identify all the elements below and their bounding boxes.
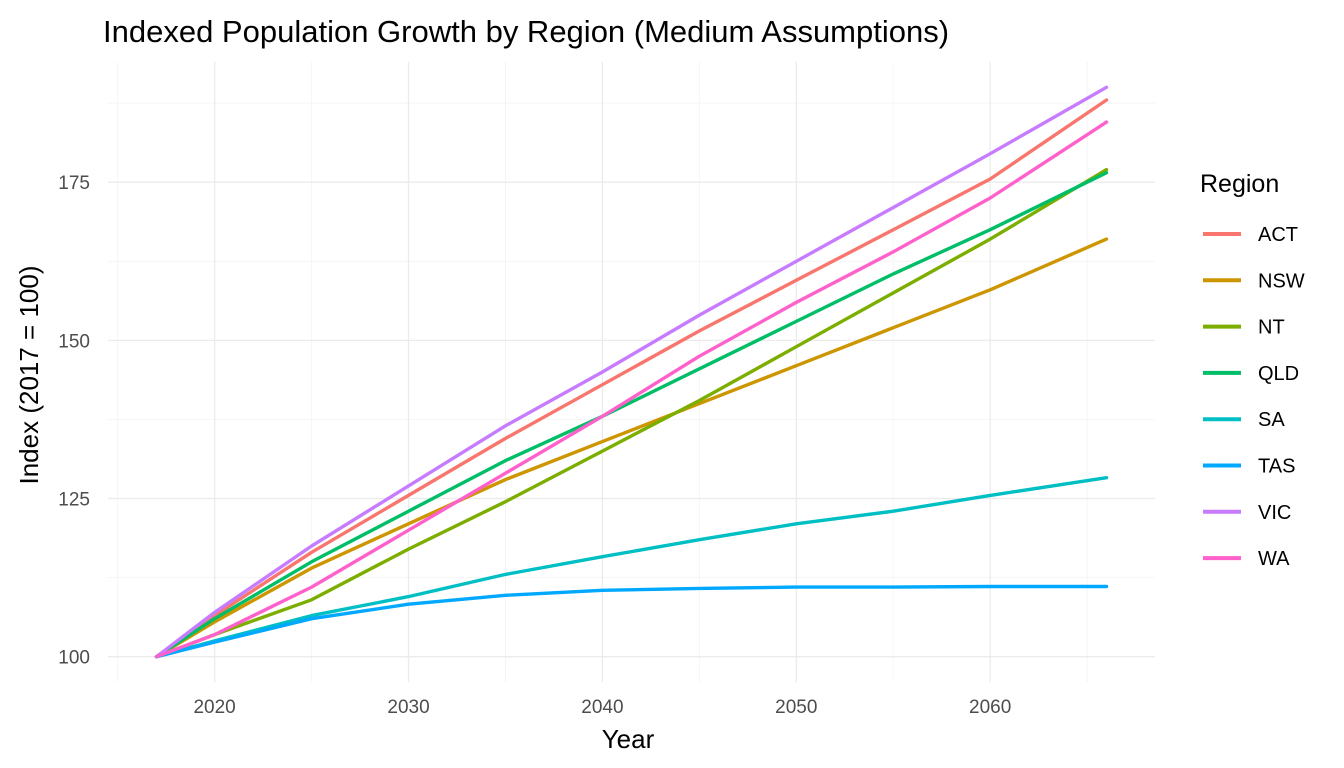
series-line-act <box>154 98 1109 659</box>
x-tick-label: 2050 <box>775 697 817 718</box>
legend-label-tas: TAS <box>1258 456 1295 478</box>
legend-label-vic: VIC <box>1258 502 1291 524</box>
series-line-qld <box>154 170 1109 659</box>
legend-label-sa: SA <box>1258 409 1285 431</box>
y-tick-label: 175 <box>58 173 90 194</box>
legend-label-wa: WA <box>1258 548 1290 570</box>
series-line-tas <box>154 584 1109 659</box>
x-tick-label: 2040 <box>581 697 623 718</box>
legend-label-qld: QLD <box>1258 363 1299 385</box>
series-line-nt <box>154 167 1109 659</box>
series-line-wa <box>154 120 1109 659</box>
legend-label-nsw: NSW <box>1258 270 1305 292</box>
legend: Region ACT NSW NT QLD SA TAS VIC WA <box>1200 170 1305 570</box>
legend-label-nt: NT <box>1258 317 1285 339</box>
legend-title: Region <box>1200 170 1279 198</box>
x-tick-label: 2020 <box>193 697 235 718</box>
x-axis-ticks: 2020 2030 2040 2050 2060 <box>193 697 1011 718</box>
y-tick-label: 150 <box>58 331 90 352</box>
x-tick-label: 2030 <box>387 697 429 718</box>
series-line-vic <box>154 85 1109 659</box>
y-axis-ticks: 100 125 150 175 <box>58 173 90 668</box>
x-axis-title: Year <box>602 724 655 754</box>
y-tick-label: 125 <box>58 490 90 511</box>
y-axis-title: Index (2017 = 100) <box>14 266 44 485</box>
chart-title: Indexed Population Growth by Region (Med… <box>103 14 949 49</box>
legend-label-act: ACT <box>1258 224 1298 246</box>
x-tick-label: 2060 <box>969 697 1011 718</box>
series-line-sa <box>154 476 1109 659</box>
series-line-nsw <box>154 237 1109 659</box>
y-tick-label: 100 <box>58 648 90 669</box>
series-lines <box>154 85 1109 659</box>
